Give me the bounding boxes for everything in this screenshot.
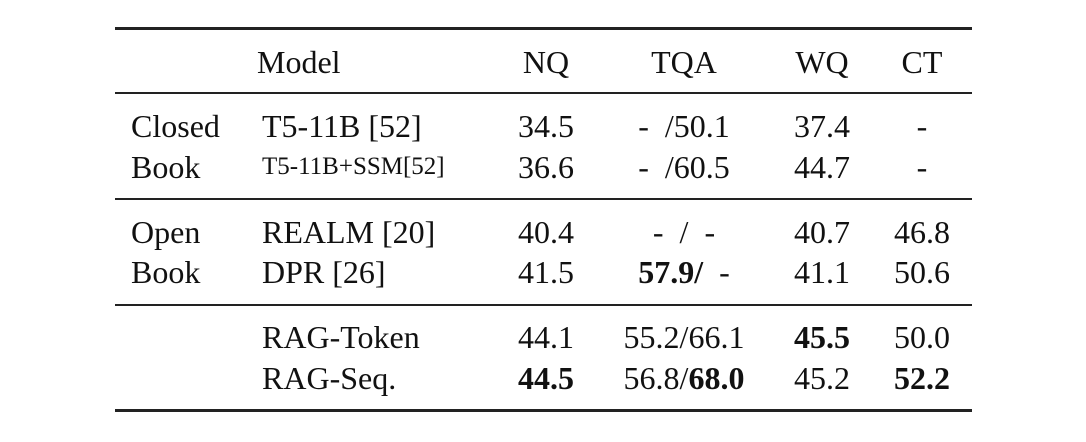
score-cell: 45.2 [794,358,850,398]
group-rule [115,304,972,306]
score-text: 34.5 [518,108,574,144]
score-cell: 50.0 [894,317,950,357]
score-cell: 56.8/68.0 [624,358,745,398]
score-text: 37.4 [794,108,850,144]
score-cell: - /60.5 [638,147,730,187]
score-cell: - / - [653,212,715,252]
score-cell: 36.6 [518,147,574,187]
score-text: 41.1 [794,254,850,290]
header-rule [115,92,972,94]
score-text: 50.6 [894,254,950,290]
score-cell: 55.2/66.1 [624,317,745,357]
score-cell: 52.2 [894,358,950,398]
score-text: 55.2/66.1 [623,319,745,355]
model-name: REALM [20] [262,214,436,250]
score-text: - [703,254,730,290]
score-text: 41.5 [518,254,574,290]
score-text: - / - [652,214,716,250]
score-text: 45.2 [794,360,850,396]
header-cell: Model [257,44,341,80]
score-text: 44.1 [518,319,574,355]
score-text: 57.9/ [638,254,704,290]
score-cell: 41.5 [518,252,574,292]
header-cell: CT [901,44,943,80]
group-label: Book [131,149,201,185]
score-text: 56.8/ [623,360,689,396]
score-cell: 44.5 [518,358,574,398]
group-label: Book [131,254,201,290]
score-text: 68.0 [688,360,745,396]
score-cell: 34.5 [518,106,574,146]
score-cell: 44.1 [518,317,574,357]
score-cell: 46.8 [894,212,950,252]
header-cell: TQA [651,44,717,80]
score-cell: 57.9/ - [638,252,730,292]
score-cell: - /50.1 [638,106,730,146]
model-name: RAG-Token [262,319,420,355]
model-name: T5-11B+SSM[52] [262,153,445,180]
model-name: T5-11B [52] [262,108,422,144]
score-text: 52.2 [894,360,950,396]
bottom-rule [115,409,972,412]
score-text: - /60.5 [638,149,730,185]
score-cell: 40.7 [794,212,850,252]
score-text: 40.7 [794,214,850,250]
score-text: - [916,149,928,185]
group-label: Closed [131,108,220,144]
score-text: - [916,108,928,144]
score-text: 44.5 [518,360,574,396]
header-cell: WQ [795,44,849,80]
score-cell: 40.4 [518,212,574,252]
model-name: RAG-Seq. [262,360,397,396]
score-text: 45.5 [794,319,850,355]
score-text: 44.7 [794,149,850,185]
header-cell: NQ [522,44,570,80]
score-cell: 44.7 [794,147,850,187]
score-text: 40.4 [518,214,574,250]
score-text: 36.6 [518,149,574,185]
top-rule [115,27,972,30]
group-rule [115,198,972,200]
score-cell: - [917,147,928,187]
score-text: - /50.1 [638,108,730,144]
score-cell: 41.1 [794,252,850,292]
score-cell: 45.5 [794,317,850,357]
group-label: Open [131,214,201,250]
score-cell: - [917,106,928,146]
model-name: DPR [26] [262,254,386,290]
score-cell: 50.6 [894,252,950,292]
score-cell: 37.4 [794,106,850,146]
score-text: 50.0 [894,319,950,355]
score-text: 46.8 [894,214,950,250]
